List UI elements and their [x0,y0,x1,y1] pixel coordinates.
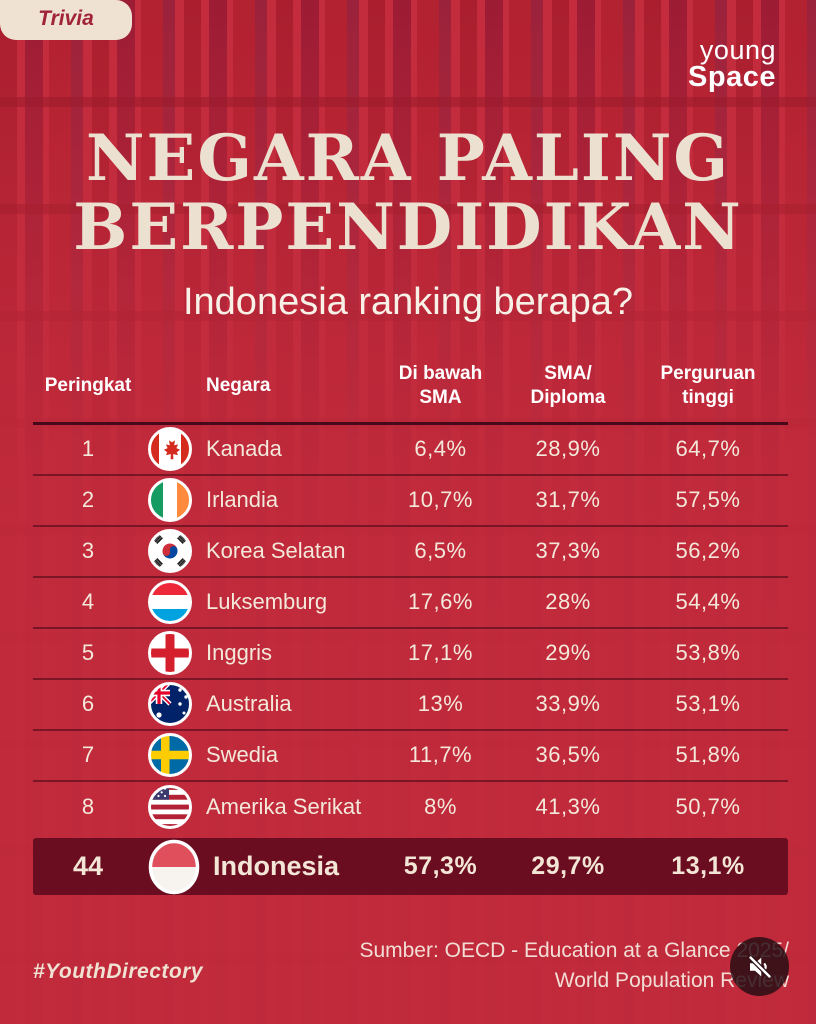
indonesia-flag-icon [148,839,200,894]
table-row: 1 Kanada 6,4% 28,9% 64,7% [33,425,788,476]
table-row: 4 Luksemburg 17,6% 28% 54,4% [33,578,788,629]
hashtag-label: #YouthDirectory [33,960,204,983]
rank-value: 6 [81,691,95,716]
table-row: 6 [33,680,788,731]
page-title: NEGARA PALING BERPENDIDIKAN [0,124,816,262]
muted-speaker-icon [748,955,771,978]
below-sma-value: 17,1% [408,640,473,665]
sma-diploma-value: 28% [545,589,591,614]
tertiary-value: 51,8% [675,742,741,767]
country-name: Swedia [206,742,279,767]
title-line2: BERPENDIDIKAN [73,190,743,266]
sma-diploma-value: 29,7% [531,852,605,880]
education-table: Peringkat Negara Di bawah SMA SMA/ Diplo… [33,362,788,833]
header-tertiary: Perguruan tinggi [660,363,756,408]
country-name: Australia [206,691,292,716]
below-sma-value: 6,5% [414,538,467,563]
below-sma-value: 17,6% [408,589,473,614]
below-sma-value: 13% [417,691,464,716]
header-country: Negara [206,374,271,396]
tertiary-value: 53,1% [675,691,741,716]
rank-value: 4 [81,589,95,614]
tertiary-value: 50,7% [675,794,741,819]
source-line2: World Population Review [554,969,789,993]
table-row: 8 [33,782,788,833]
sma-diploma-value: 29% [545,640,591,665]
country-cell: Irlandia [143,478,373,522]
rank-value: 2 [81,487,95,512]
luxembourg-flag-icon [148,580,192,624]
sma-diploma-value: 36,5% [535,742,601,767]
rank-value: 44 [72,851,104,881]
rank-value: 3 [81,538,95,563]
rank-value: 1 [81,436,95,461]
country-cell: Kanada [143,427,373,471]
logo-line2: Space [688,60,776,93]
country-cell: Korea Selatan [143,529,373,573]
source-text: Sumber: OECD - Education at a Glance 202… [359,936,789,997]
trivia-badge-label: Trivia [38,7,94,30]
table-row: 2 Irlandia 10,7% 31,7% 57,5% [33,476,788,527]
logo-line1: young [699,35,776,65]
below-sma-value: 6,4% [414,436,467,461]
table-row: 5 Inggris 17,1% 29% 53,8% [33,629,788,680]
country-cell: Amerika Serikat [143,785,373,829]
ireland-flag-icon [148,478,192,522]
rank-value: 5 [81,640,95,665]
sweden-flag-icon [148,733,192,777]
sma-diploma-value: 33,9% [535,691,601,716]
rank-value: 8 [81,794,95,819]
usa-flag-icon [148,785,192,829]
indonesia-highlight-row: 44 Indonesia 57,3% 29,7% 13,1% [33,838,788,895]
tertiary-value: 56,2% [675,538,741,563]
country-cell: Swedia [143,733,373,777]
country-name: Luksemburg [206,589,328,614]
trivia-badge: Trivia [0,0,132,40]
sma-diploma-value: 41,3% [535,794,601,819]
mute-button[interactable] [730,937,789,996]
title-line1: NEGARA PALING [86,121,730,196]
table-header-row: Peringkat Negara Di bawah SMA SMA/ Diplo… [33,362,788,425]
canada-flag-icon [148,427,192,471]
header-sma-diploma: SMA/ Diploma [530,363,606,408]
country-name: Kanada [206,436,282,461]
country-name: Amerika Serikat [206,794,362,819]
country-name: Irlandia [206,487,279,512]
youngspace-logo: young Space [688,35,776,93]
country-name: Indonesia [213,851,340,881]
south-korea-flag-icon [148,529,192,573]
tertiary-value: 53,8% [675,640,741,665]
below-sma-value: 11,7% [408,742,473,767]
australia-flag-icon [148,682,192,726]
tertiary-value: 54,4% [675,589,741,614]
rank-value: 7 [81,742,95,767]
sma-diploma-value: 31,7% [535,487,601,512]
source-line1: Sumber: OECD - Education at a Glance 202… [359,939,789,962]
below-sma-value: 57,3% [403,852,478,880]
page-subtitle: Indonesia ranking berapa? [182,281,633,323]
country-cell: Australia [143,682,373,726]
country-name: Inggris [206,640,273,665]
tertiary-value: 64,7% [675,436,741,461]
england-flag-icon [148,631,192,675]
sma-diploma-value: 37,3% [535,538,601,563]
table-row: 3 [33,527,788,578]
country-cell: Luksemburg [143,580,373,624]
sma-diploma-value: 28,9% [535,436,601,461]
below-sma-value: 8% [424,794,457,819]
header-below-sma: Di bawah SMA [398,363,483,408]
table-row: 7 Swedia 11,7% 36,5% 51,8% [33,731,788,782]
tertiary-value: 57,5% [675,487,741,512]
tertiary-value: 13,1% [671,852,745,880]
below-sma-value: 10,7% [408,487,473,512]
header-rank: Peringkat [44,374,132,396]
country-name: Korea Selatan [206,538,346,563]
country-cell: Indonesia [143,839,373,894]
country-cell: Inggris [143,631,373,675]
